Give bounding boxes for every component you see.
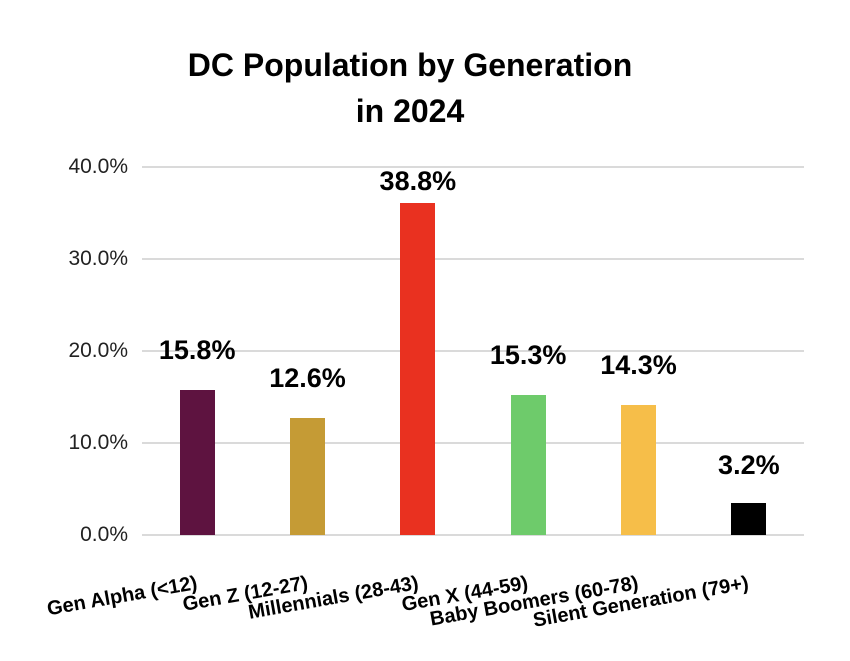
gridline	[142, 258, 804, 260]
bar-value-label: 3.2%	[718, 449, 780, 480]
bar	[179, 389, 215, 535]
bar	[731, 502, 767, 535]
plot-area: 15.8% 12.6% 38.8% 15.3% 14.3% 3.2%	[142, 165, 804, 536]
bar	[621, 405, 656, 535]
x-axis-label: Silent Generation (79+)	[531, 572, 751, 632]
bar	[510, 395, 546, 535]
gridline	[142, 350, 804, 352]
bar-value-label: 15.3%	[489, 340, 567, 371]
bar-value-label: 38.8%	[379, 165, 457, 196]
y-tick-label: 0.0%	[80, 523, 128, 546]
chart-title-line1: DC Population by Generation	[187, 47, 633, 83]
bar	[400, 202, 436, 535]
y-tick-label: 40.0%	[68, 155, 128, 178]
bar-value-label: 14.3%	[600, 350, 677, 381]
gridline	[142, 534, 804, 536]
chart-title: DC Population by Generation in 2024	[0, 42, 820, 134]
y-tick-label: 10.0%	[68, 431, 128, 454]
bar	[290, 418, 325, 535]
gridline	[142, 442, 804, 444]
y-tick-label: 30.0%	[68, 247, 128, 270]
bar-value-label: 15.8%	[158, 334, 236, 365]
bar-value-label: 12.6%	[269, 363, 346, 394]
gridline	[142, 166, 804, 168]
x-axis-label: Gen Alpha (<12)	[45, 572, 200, 621]
chart-title-line2: in 2024	[355, 93, 465, 129]
y-tick-label: 20.0%	[68, 339, 128, 362]
